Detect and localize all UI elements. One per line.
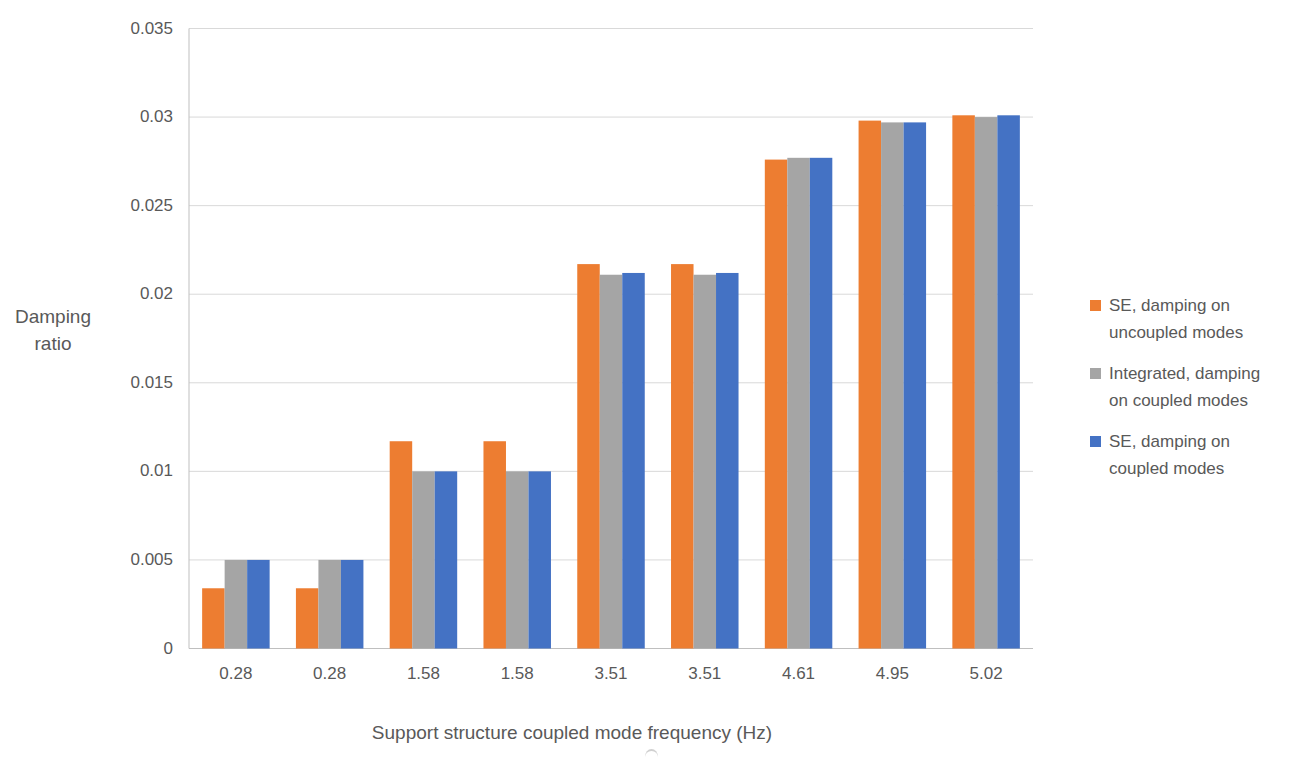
y-axis-tick-label: 0.015: [43, 373, 173, 393]
legend-label: SE, damping on uncoupled modes: [1109, 292, 1277, 346]
bar-series3-group2: [341, 560, 364, 649]
y-axis-tick-label: 0.005: [43, 550, 173, 570]
bar-series1-group2: [296, 588, 319, 648]
legend-swatch-icon: [1090, 300, 1101, 311]
y-axis-tick-label: 0.02: [43, 284, 173, 304]
x-axis-tick-label: 3.51: [564, 663, 658, 685]
bar-series1-group5: [577, 264, 600, 648]
bar-series3-group6: [716, 273, 739, 649]
bar-series1-group9: [952, 115, 975, 648]
bar-series1-group4: [483, 441, 506, 648]
legend-item-series1: SE, damping on uncoupled modes: [1090, 292, 1290, 346]
legend: SE, damping on uncoupled modes Integrated…: [1090, 292, 1290, 482]
x-axis-tick-label: 0.28: [189, 663, 283, 685]
bar-series1-group7: [765, 160, 788, 649]
bar-series2-group6: [694, 275, 717, 649]
bar-series3-group5: [622, 273, 645, 649]
y-axis-tick-label: 0.03: [43, 107, 173, 127]
x-axis-tick-label: 4.61: [752, 663, 846, 685]
bar-series3-group9: [997, 115, 1020, 648]
bar-series2-group1: [225, 560, 248, 649]
chart: 0 0.005 0.01 0.015 0.02 0.025 0.03 0.035 0.280.…: [0, 0, 1296, 771]
legend-swatch-icon: [1090, 436, 1101, 447]
legend-item-series3: SE, damping on coupled modes: [1090, 428, 1290, 482]
x-axis-tick-label: 1.58: [377, 663, 471, 685]
x-axis-title: Support structure coupled mode frequency…: [102, 721, 1042, 745]
bar-series2-group2: [318, 560, 341, 649]
bar-series2-group5: [600, 275, 623, 649]
x-axis-tick-label: 0.28: [283, 663, 377, 685]
x-axis-tick-label: 4.95: [845, 663, 939, 685]
bar-series3-group1: [247, 560, 270, 649]
bar-series2-group3: [412, 471, 435, 648]
x-axis-tick-label: 3.51: [658, 663, 752, 685]
x-axis-tick-label: 1.58: [470, 663, 564, 685]
legend-swatch-icon: [1090, 368, 1101, 379]
legend-label: SE, damping on coupled modes: [1109, 428, 1277, 482]
y-axis-tick-label: 0.035: [43, 19, 173, 39]
legend-item-series2: Integrated, damping on coupled modes: [1090, 360, 1290, 414]
bar-series1-group6: [671, 264, 694, 648]
bar-series3-group4: [528, 471, 551, 648]
y-axis-title: Damping ratio: [5, 303, 101, 357]
bar-series3-group7: [810, 158, 833, 649]
bar-series2-group7: [787, 158, 810, 649]
bar-series2-group8: [881, 122, 904, 648]
y-axis-tick-label: 0.01: [43, 461, 173, 481]
bar-series3-group3: [435, 471, 458, 648]
bar-series3-group8: [904, 122, 927, 648]
bar-series1-group3: [390, 441, 413, 648]
legend-label: Integrated, damping on coupled modes: [1109, 360, 1277, 414]
bar-series2-group4: [506, 471, 528, 648]
bar-series1-group8: [859, 121, 882, 649]
x-axis-tick-label: 5.02: [939, 663, 1033, 685]
bar-series2-group9: [975, 117, 998, 648]
bar-series1-group1: [202, 588, 225, 648]
y-axis-tick-label: 0.025: [43, 196, 173, 216]
y-axis-tick-label: 0: [43, 639, 173, 659]
